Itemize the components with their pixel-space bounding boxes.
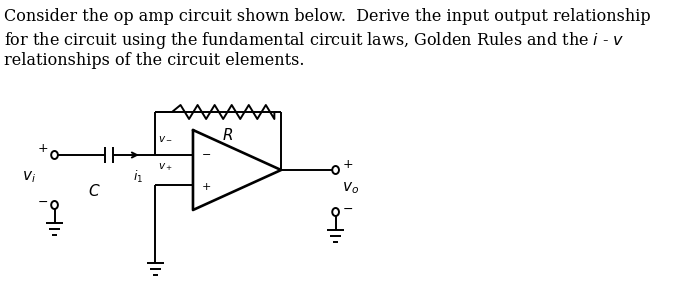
Text: $v_-$: $v_-$ — [158, 134, 172, 143]
Text: $-$: $-$ — [37, 194, 48, 208]
Text: $C$: $C$ — [88, 183, 100, 199]
Circle shape — [332, 166, 339, 174]
Text: $-$: $-$ — [343, 202, 354, 214]
Text: $+$: $+$ — [343, 158, 354, 170]
Text: relationships of the circuit elements.: relationships of the circuit elements. — [4, 52, 304, 69]
Text: $v_o$: $v_o$ — [343, 180, 359, 196]
Text: $R$: $R$ — [222, 127, 233, 143]
Text: $v_i$: $v_i$ — [22, 169, 36, 185]
Circle shape — [51, 201, 58, 209]
Circle shape — [332, 208, 339, 216]
Text: $i_1$: $i_1$ — [133, 169, 144, 185]
Text: for the circuit using the fundamental circuit laws, Golden Rules and the $i$ - $: for the circuit using the fundamental ci… — [4, 30, 625, 51]
Text: $v_+$: $v_+$ — [158, 161, 172, 173]
Text: $-$: $-$ — [202, 148, 211, 158]
Text: $+$: $+$ — [202, 182, 211, 192]
Circle shape — [51, 151, 58, 159]
Text: $+$: $+$ — [37, 142, 48, 156]
Text: Consider the op amp circuit shown below.  Derive the input output relationship: Consider the op amp circuit shown below.… — [4, 8, 651, 25]
